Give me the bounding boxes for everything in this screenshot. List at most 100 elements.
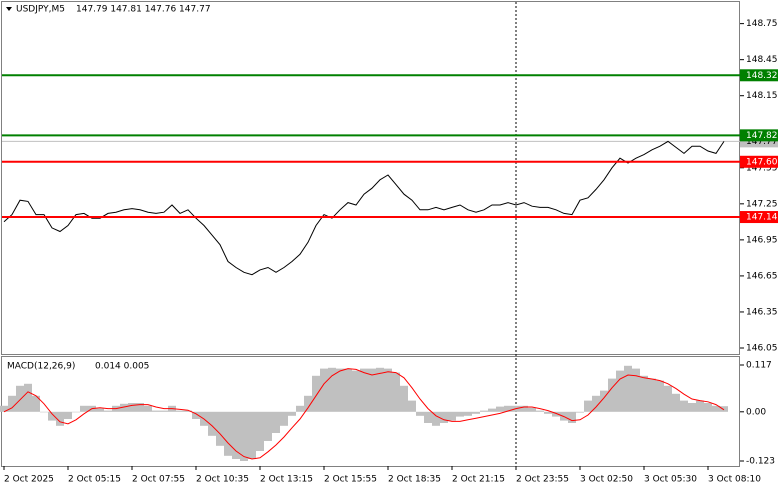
histogram-bar: [376, 367, 384, 412]
histogram-bar: [640, 375, 648, 412]
histogram-bar: [16, 385, 24, 412]
x-tick-label: 3 Oct 08:10: [708, 475, 761, 485]
histogram-bar: [672, 393, 680, 412]
histogram-bar: [528, 407, 536, 412]
histogram-bar: [536, 410, 544, 412]
histogram-bar: [336, 368, 344, 412]
histogram-bar: [184, 410, 192, 412]
x-tick-label: 2 Oct 21:15: [452, 475, 505, 485]
histogram-bar: [40, 411, 48, 413]
x-tick-label: 2 Oct 18:35: [388, 475, 441, 485]
histogram-bar: [408, 400, 416, 412]
histogram-bar: [608, 378, 616, 412]
histogram-bar: [464, 411, 472, 416]
histogram-bar: [104, 410, 112, 412]
histogram-bar: [456, 411, 464, 417]
histogram-bar: [416, 411, 424, 416]
y-tick-label: 146.65: [746, 271, 778, 281]
y-tick-label: 146.05: [746, 343, 778, 353]
histogram-bar: [568, 411, 576, 423]
histogram-bar: [520, 405, 528, 412]
histogram-bar: [176, 410, 184, 412]
histogram-bar: [312, 375, 320, 412]
chart-title: USDJPY,M5: [16, 5, 65, 15]
histogram-bar: [656, 380, 664, 412]
x-tick-label: 2 Oct 05:15: [68, 475, 121, 485]
histogram-bar: [368, 368, 376, 412]
x-tick-label: 2 Oct 15:55: [324, 475, 377, 485]
histogram-bar: [688, 403, 696, 412]
histogram-bar: [0, 405, 8, 412]
histogram-bar: [488, 408, 496, 412]
level-box: [740, 69, 778, 82]
histogram-bar: [704, 403, 712, 412]
histogram-bar: [48, 411, 56, 421]
histogram-bar: [320, 368, 328, 412]
histogram-bar: [720, 406, 728, 412]
histogram-bar: [232, 411, 240, 459]
histogram-bar: [96, 408, 104, 412]
x-tick-label: 2 Oct 2025: [4, 475, 54, 485]
level-label: 147.60: [746, 157, 778, 167]
histogram-bar: [352, 370, 360, 412]
x-tick-label: 2 Oct 07:55: [132, 475, 185, 485]
histogram-bar: [144, 405, 152, 412]
histogram-bar: [504, 405, 512, 412]
x-tick-label: 3 Oct 05:30: [644, 475, 697, 485]
histogram-bar: [616, 370, 624, 412]
histogram-bar: [480, 410, 488, 412]
y-tick-label: 146.35: [746, 307, 778, 317]
histogram-bar: [32, 395, 40, 412]
histogram-bar: [304, 395, 312, 412]
histogram-bar: [192, 411, 200, 419]
histogram-bar: [392, 372, 400, 412]
histogram-bar: [384, 368, 392, 412]
level-box: [740, 129, 778, 142]
histogram-bar: [56, 411, 64, 426]
histogram-bar: [296, 405, 304, 412]
y-tick-label: 147.55: [746, 163, 778, 173]
histogram-bar: [272, 411, 280, 433]
histogram-bar: [328, 367, 336, 412]
histogram-bar: [288, 411, 296, 416]
y-tick-label: 146.95: [746, 235, 778, 245]
histogram-bar: [152, 410, 160, 412]
histogram-bar: [624, 365, 632, 412]
y-tick-label: 148.75: [746, 19, 778, 29]
histogram-bar: [256, 411, 264, 451]
histogram-bar: [592, 395, 600, 412]
histogram-bar: [600, 390, 608, 412]
y-tick-label: 0.117: [746, 361, 772, 371]
histogram-bar: [208, 411, 216, 436]
histogram-bar: [552, 411, 560, 417]
histogram-bar: [160, 410, 168, 412]
y-tick-label: 0.00: [746, 407, 766, 417]
histogram-bar: [664, 385, 672, 412]
histogram-bar: [544, 411, 552, 414]
histogram-bar: [136, 403, 144, 412]
signal-line: [3, 368, 725, 460]
main-frame: [1, 1, 740, 355]
price-line: [3, 140, 725, 276]
histogram-bar: [80, 405, 88, 412]
x-tick-label: 3 Oct 02:50: [580, 475, 633, 485]
histogram-bar: [24, 383, 32, 412]
histogram-bar: [248, 411, 256, 459]
y-tick-label: 148.45: [746, 55, 778, 65]
histogram-bar: [496, 406, 504, 412]
macd-values: 0.014 0.005: [95, 362, 149, 372]
y-tick-label: -0.123: [746, 457, 775, 467]
histogram-bar: [72, 411, 80, 413]
histogram-bar: [584, 400, 592, 412]
histogram-bar: [120, 403, 128, 412]
histogram-bar: [424, 411, 432, 423]
histogram-bar: [712, 405, 720, 412]
histogram-bar: [576, 411, 584, 413]
ohlc: 147.79 147.81 147.76 147.77: [76, 5, 211, 15]
menu-arrow: [6, 7, 12, 11]
histogram-bar: [280, 411, 288, 426]
y-tick-label: 147.25: [746, 199, 778, 209]
histogram-bar: [240, 411, 248, 461]
